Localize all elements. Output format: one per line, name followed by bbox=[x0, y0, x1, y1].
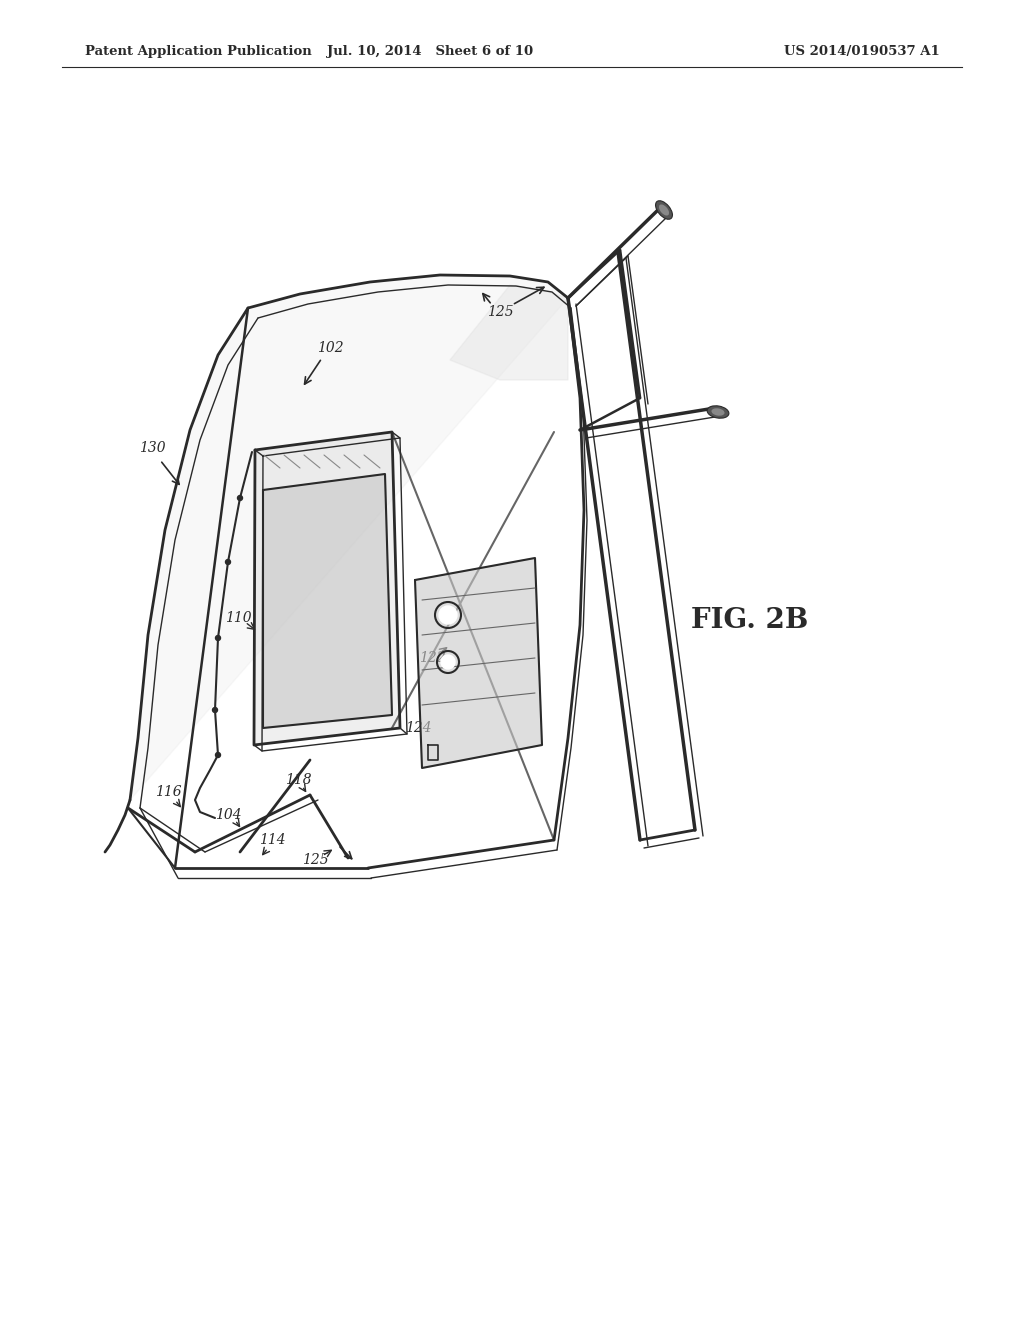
Text: 124: 124 bbox=[404, 721, 431, 735]
Ellipse shape bbox=[658, 205, 669, 215]
Ellipse shape bbox=[708, 405, 729, 418]
Text: 102: 102 bbox=[316, 341, 343, 355]
Text: 118: 118 bbox=[285, 774, 311, 787]
Circle shape bbox=[225, 560, 230, 565]
Text: 125: 125 bbox=[302, 853, 329, 867]
Circle shape bbox=[439, 606, 457, 624]
Text: Patent Application Publication: Patent Application Publication bbox=[85, 45, 311, 58]
Circle shape bbox=[441, 655, 455, 669]
Text: 114: 114 bbox=[259, 833, 286, 847]
Polygon shape bbox=[263, 474, 392, 729]
Polygon shape bbox=[450, 285, 568, 380]
Polygon shape bbox=[415, 558, 542, 768]
Text: 130: 130 bbox=[138, 441, 165, 455]
Text: 125: 125 bbox=[486, 305, 513, 319]
Circle shape bbox=[213, 708, 217, 713]
Ellipse shape bbox=[655, 201, 673, 219]
Text: 116: 116 bbox=[155, 785, 181, 799]
Circle shape bbox=[215, 635, 220, 640]
Circle shape bbox=[215, 752, 220, 758]
Ellipse shape bbox=[712, 408, 725, 416]
Text: 104: 104 bbox=[215, 808, 242, 822]
Circle shape bbox=[238, 495, 243, 500]
Polygon shape bbox=[254, 432, 400, 744]
Text: 122: 122 bbox=[419, 651, 445, 665]
Text: Jul. 10, 2014   Sheet 6 of 10: Jul. 10, 2014 Sheet 6 of 10 bbox=[327, 45, 534, 58]
Text: 110: 110 bbox=[224, 611, 251, 624]
Polygon shape bbox=[130, 275, 568, 800]
Text: FIG. 2B: FIG. 2B bbox=[691, 606, 809, 634]
Text: US 2014/0190537 A1: US 2014/0190537 A1 bbox=[784, 45, 940, 58]
